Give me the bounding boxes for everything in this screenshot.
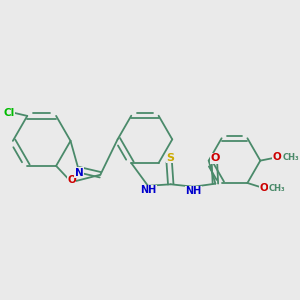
Text: CH₃: CH₃: [282, 153, 299, 162]
Text: S: S: [167, 153, 175, 163]
Text: O: O: [259, 183, 268, 193]
Text: CH₃: CH₃: [268, 184, 285, 193]
Text: N: N: [75, 168, 84, 178]
Text: NH: NH: [185, 186, 202, 196]
Text: Cl: Cl: [3, 108, 15, 118]
Text: O: O: [67, 175, 76, 185]
Text: NH: NH: [140, 185, 156, 195]
Text: O: O: [273, 152, 281, 162]
Text: O: O: [211, 154, 220, 164]
